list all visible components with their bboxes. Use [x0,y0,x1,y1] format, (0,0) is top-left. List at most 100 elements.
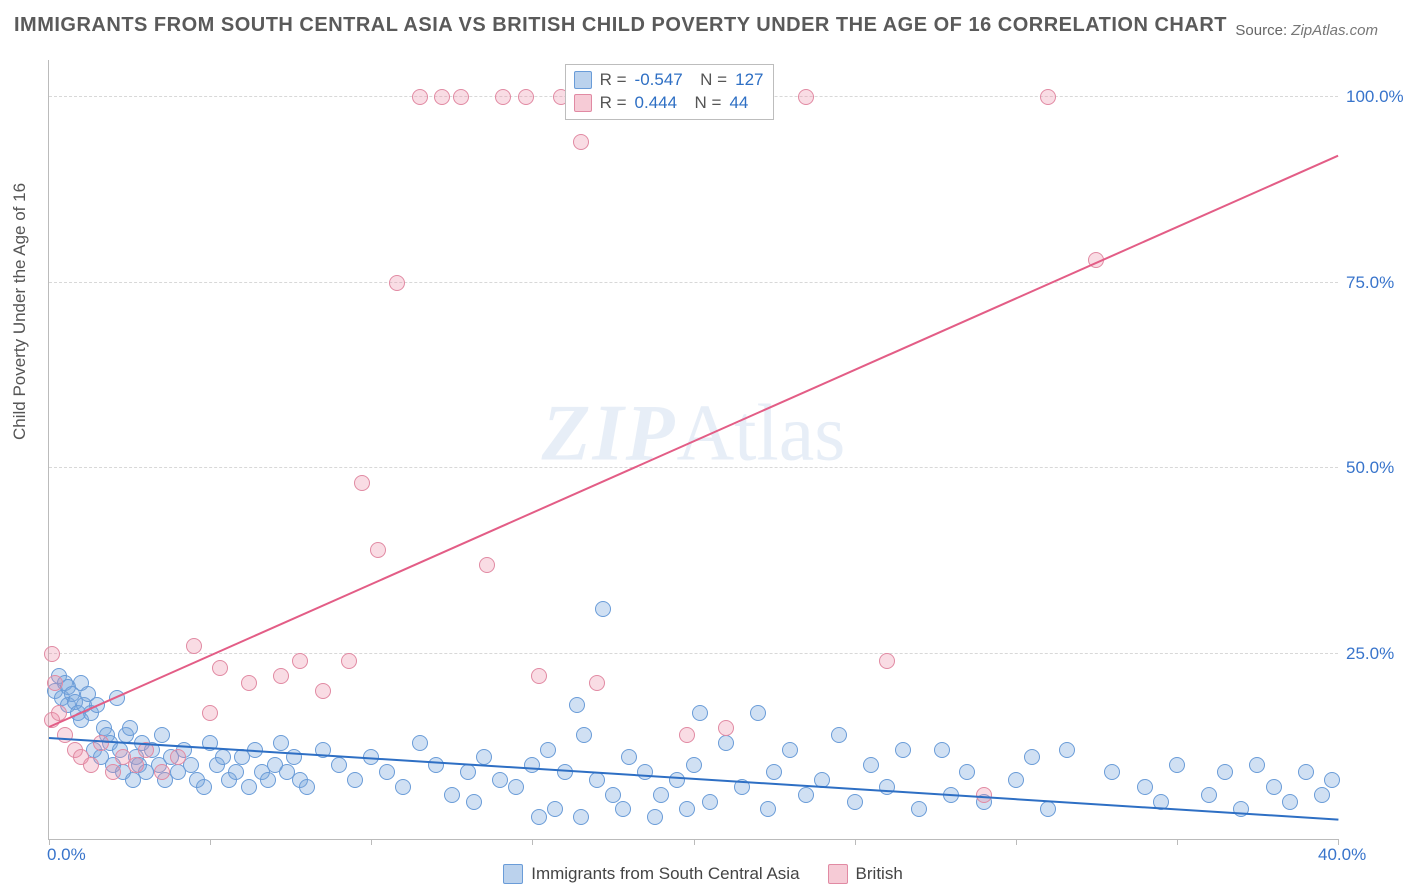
scatter-point-blue [615,801,631,817]
scatter-point-pink [128,757,144,773]
stats-swatch-blue [574,71,592,89]
legend-swatch-pink [828,864,848,884]
scatter-point-blue [647,809,663,825]
y-tick-label: 100.0% [1346,87,1406,107]
scatter-point-blue [798,787,814,803]
scatter-point-pink [531,668,547,684]
scatter-point-blue [524,757,540,773]
y-tick-label: 75.0% [1346,273,1406,293]
trend-line-pink [49,155,1339,728]
scatter-point-blue [1282,794,1298,810]
y-tick-label: 25.0% [1346,644,1406,664]
scatter-point-blue [669,772,685,788]
scatter-point-blue [576,727,592,743]
scatter-point-blue [637,764,653,780]
source-attribution: Source: ZipAtlas.com [1235,22,1378,39]
scatter-point-blue [702,794,718,810]
x-tick [210,839,211,845]
scatter-point-pink [495,89,511,105]
scatter-point-blue [466,794,482,810]
scatter-point-blue [547,801,563,817]
scatter-point-blue [476,749,492,765]
scatter-point-blue [573,809,589,825]
scatter-point-blue [879,779,895,795]
scatter-point-blue [1249,757,1265,773]
legend-swatch-blue [503,864,523,884]
scatter-point-blue [766,764,782,780]
scatter-point-blue [1169,757,1185,773]
scatter-point-blue [595,601,611,617]
stats-row-blue: R =-0.547 N =127 [574,69,764,92]
stats-row-pink: R =0.444 N =44 [574,92,764,115]
scatter-point-blue [760,801,776,817]
scatter-point-blue [557,764,573,780]
scatter-point-pink [47,675,63,691]
scatter-point-blue [1059,742,1075,758]
scatter-point-pink [1040,89,1056,105]
stats-n-value: 127 [735,69,763,92]
x-tick [855,839,856,845]
scatter-point-blue [1201,787,1217,803]
y-axis-label: Child Poverty Under the Age of 16 [10,183,30,440]
legend-item-blue: Immigrants from South Central Asia [503,864,799,884]
scatter-point-blue [273,735,289,751]
scatter-point-blue [412,735,428,751]
scatter-point-pink [589,675,605,691]
scatter-point-blue [782,742,798,758]
scatter-point-pink [573,134,589,150]
scatter-point-blue [1137,779,1153,795]
scatter-point-blue [569,697,585,713]
scatter-point-blue [299,779,315,795]
x-tick [532,839,533,845]
scatter-point-blue [1040,801,1056,817]
scatter-point-blue [750,705,766,721]
scatter-point-pink [718,720,734,736]
scatter-point-pink [479,557,495,573]
scatter-point-blue [934,742,950,758]
x-tick [1016,839,1017,845]
scatter-point-blue [508,779,524,795]
stats-swatch-pink [574,94,592,112]
legend-item-pink: British [828,864,903,884]
x-tick-label: 40.0% [1318,845,1366,865]
stats-n-label: N = [685,92,721,115]
scatter-point-blue [1104,764,1120,780]
scatter-point-pink [105,764,121,780]
scatter-point-blue [460,764,476,780]
source-label: Source: [1235,22,1287,39]
gridline-h [49,653,1338,654]
scatter-point-blue [1266,779,1282,795]
scatter-point-blue [686,757,702,773]
scatter-point-pink [518,89,534,105]
scatter-point-pink [354,475,370,491]
bottom-legend: Immigrants from South Central Asia Briti… [0,864,1406,884]
scatter-point-blue [260,772,276,788]
scatter-point-blue [605,787,621,803]
scatter-point-pink [315,683,331,699]
scatter-point-blue [154,727,170,743]
scatter-point-pink [679,727,695,743]
scatter-point-pink [412,89,428,105]
scatter-point-blue [1217,764,1233,780]
x-tick [1177,839,1178,845]
scatter-point-pink [57,727,73,743]
scatter-point-pink [434,89,450,105]
scatter-point-blue [1233,801,1249,817]
scatter-point-blue [1008,772,1024,788]
scatter-point-pink [44,646,60,662]
scatter-point-blue [863,757,879,773]
scatter-point-blue [895,742,911,758]
scatter-point-blue [831,727,847,743]
x-tick [694,839,695,845]
stats-box: R =-0.547 N =127R =0.444 N =44 [565,64,775,120]
scatter-point-pink [170,749,186,765]
scatter-point-blue [1298,764,1314,780]
scatter-point-pink [212,660,228,676]
scatter-point-pink [154,764,170,780]
x-tick [371,839,372,845]
source-value: ZipAtlas.com [1291,22,1378,39]
scatter-point-pink [83,757,99,773]
scatter-point-blue [1324,772,1340,788]
scatter-point-blue [540,742,556,758]
scatter-point-blue [228,764,244,780]
